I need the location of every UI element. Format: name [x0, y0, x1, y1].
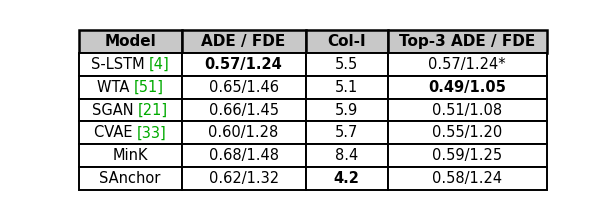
Bar	[387, 144, 547, 167]
Bar	[79, 99, 182, 121]
Text: 0.60/1.28: 0.60/1.28	[209, 125, 279, 140]
Text: 0.49/1.05: 0.49/1.05	[428, 80, 506, 95]
Bar	[387, 53, 547, 76]
Text: CVAE: CVAE	[94, 125, 137, 140]
Bar	[387, 167, 547, 190]
Bar	[182, 76, 306, 99]
Text: 0.57/1.24*: 0.57/1.24*	[428, 57, 506, 72]
Text: WTA: WTA	[96, 80, 134, 95]
Bar	[79, 121, 182, 144]
Bar	[79, 76, 182, 99]
Text: SGAN: SGAN	[92, 103, 138, 118]
Text: SAnchor: SAnchor	[99, 171, 161, 186]
Bar	[306, 76, 387, 99]
Bar	[79, 30, 182, 53]
Text: 5.7: 5.7	[335, 125, 358, 140]
Bar	[79, 144, 182, 167]
Text: 0.57/1.24: 0.57/1.24	[205, 57, 282, 72]
Text: 0.59/1.25: 0.59/1.25	[432, 148, 502, 163]
Bar	[182, 144, 306, 167]
Bar	[306, 167, 387, 190]
Bar	[79, 53, 182, 76]
Bar	[306, 99, 387, 121]
Bar	[79, 167, 182, 190]
Text: [33]: [33]	[137, 125, 167, 140]
Bar	[306, 53, 387, 76]
Text: ADE / FDE: ADE / FDE	[201, 34, 285, 49]
Text: [4]: [4]	[149, 57, 170, 72]
Bar	[306, 121, 387, 144]
Text: 0.55/1.20: 0.55/1.20	[432, 125, 502, 140]
Text: Top-3 ADE / FDE: Top-3 ADE / FDE	[399, 34, 535, 49]
Text: 4.2: 4.2	[334, 171, 359, 186]
Text: 8.4: 8.4	[335, 148, 358, 163]
Bar	[387, 99, 547, 121]
Text: 5.1: 5.1	[335, 80, 358, 95]
Text: 5.9: 5.9	[335, 103, 358, 118]
Text: S-LSTM: S-LSTM	[91, 57, 149, 72]
Text: 0.66/1.45: 0.66/1.45	[209, 103, 279, 118]
Text: [51]: [51]	[134, 80, 163, 95]
Text: 0.51/1.08: 0.51/1.08	[432, 103, 502, 118]
Bar	[306, 144, 387, 167]
Bar	[182, 121, 306, 144]
Text: 0.68/1.48: 0.68/1.48	[209, 148, 279, 163]
Text: 5.5: 5.5	[335, 57, 358, 72]
Text: [21]: [21]	[138, 103, 168, 118]
Bar	[306, 30, 387, 53]
Bar	[387, 30, 547, 53]
Text: 0.65/1.46: 0.65/1.46	[209, 80, 279, 95]
Bar	[182, 99, 306, 121]
Text: 0.62/1.32: 0.62/1.32	[209, 171, 279, 186]
Bar	[182, 167, 306, 190]
Text: Col-I: Col-I	[327, 34, 366, 49]
Bar	[182, 53, 306, 76]
Text: 0.58/1.24: 0.58/1.24	[432, 171, 502, 186]
Bar	[387, 76, 547, 99]
Text: MinK: MinK	[112, 148, 148, 163]
Bar	[387, 121, 547, 144]
Text: Model: Model	[104, 34, 156, 49]
Bar	[182, 30, 306, 53]
